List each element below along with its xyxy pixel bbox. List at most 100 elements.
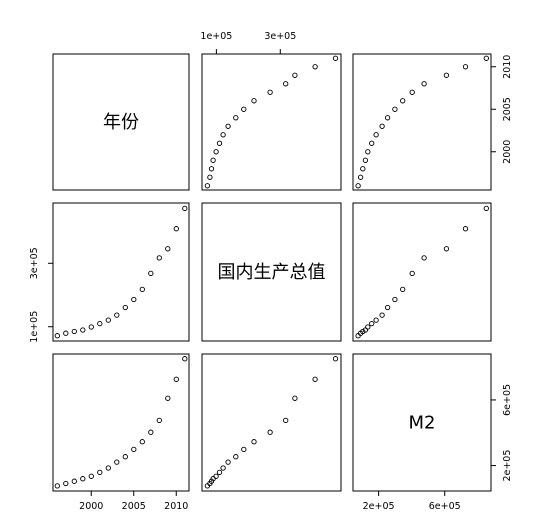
- axis-tick-label: 2e+05: [363, 501, 395, 512]
- data-point: [225, 123, 231, 129]
- data-point: [54, 333, 60, 339]
- data-point: [216, 140, 223, 146]
- data-point: [139, 439, 145, 445]
- axis-right-m2: 2e+05 6e+05: [491, 384, 513, 482]
- data-point: [443, 72, 450, 78]
- data-point: [283, 81, 289, 87]
- data-point: [182, 205, 188, 212]
- variable-label-year: 年份: [103, 112, 139, 133]
- panel-frame-r2-c2: [352, 353, 492, 492]
- data-point: [409, 270, 415, 277]
- axes: 1e+05 3e+05 2000 2005 2010 2e+05 6e+05 1e+05 3e+…: [29, 31, 513, 512]
- data-point: [379, 312, 385, 318]
- data-point: [241, 446, 247, 453]
- axis-tick-label: 2e+05: [502, 450, 513, 482]
- data-points: [54, 55, 489, 489]
- data-point: [71, 328, 77, 335]
- data-point: [156, 255, 162, 261]
- data-point: [182, 356, 188, 362]
- data-point: [63, 480, 69, 487]
- panel-frame-r1-c2: [352, 202, 492, 342]
- data-point: [409, 89, 415, 95]
- data-point: [373, 317, 379, 323]
- variable-label-gdp: 国内生产总值: [218, 262, 326, 283]
- data-point: [384, 115, 391, 121]
- data-point: [357, 174, 364, 180]
- data-point: [283, 417, 289, 424]
- data-point: [114, 459, 120, 465]
- scatter-panel-gdp-vs-year: [54, 205, 188, 339]
- panel-frame-r1-c1: [201, 202, 342, 342]
- scatter-panel-m2-vs-year: [54, 356, 188, 489]
- data-point: [251, 98, 257, 104]
- axis-tick-label: 6e+05: [429, 501, 461, 512]
- data-point: [483, 205, 489, 212]
- data-point: [241, 106, 247, 112]
- scatter-panel-year-vs-gdp: [204, 55, 339, 189]
- axis-tick-label: 1e+05: [200, 31, 232, 42]
- data-point: [267, 89, 273, 95]
- data-point: [462, 64, 469, 70]
- panel-frame-r2-c1: [201, 353, 342, 492]
- panel-frame-r0-c1: [201, 53, 342, 191]
- axis-tick-label: 3e+05: [264, 31, 296, 42]
- data-point: [392, 106, 398, 112]
- panel-frame-r2-c0: [52, 353, 190, 492]
- data-point: [251, 439, 257, 445]
- data-point: [88, 473, 94, 479]
- data-point: [88, 324, 94, 330]
- scatter-panel-m2-vs-gdp: [204, 356, 339, 489]
- data-point: [233, 454, 239, 460]
- scatter-panel-year-vs-m2: [355, 55, 489, 189]
- data-point: [131, 446, 137, 453]
- axis-tick-label: 3e+05: [29, 247, 40, 279]
- axis-tick-label: 2005: [502, 97, 513, 121]
- axis-tick-label: 2005: [122, 501, 146, 512]
- data-point: [80, 327, 86, 333]
- data-point: [131, 296, 137, 303]
- data-point: [210, 157, 216, 163]
- data-point: [213, 473, 219, 479]
- data-point: [208, 166, 215, 172]
- data-point: [220, 465, 226, 471]
- data-point: [462, 226, 469, 232]
- data-point: [355, 183, 361, 189]
- data-point: [63, 330, 69, 336]
- data-point: [173, 376, 179, 382]
- axis-tick-label: 2000: [79, 501, 103, 512]
- data-point: [220, 132, 226, 138]
- axis-tick-label: 1e+05: [29, 311, 40, 343]
- axis-top-gdp: 1e+05 3e+05: [200, 31, 296, 54]
- data-point: [400, 98, 406, 104]
- data-point: [373, 132, 379, 138]
- panel-frame-r0-c0: [52, 53, 190, 191]
- data-point: [365, 324, 371, 330]
- data-point: [97, 320, 103, 327]
- data-point: [213, 149, 219, 155]
- data-point: [384, 304, 391, 311]
- data-point: [292, 395, 298, 401]
- data-point: [122, 454, 128, 460]
- data-point: [312, 64, 318, 70]
- data-point: [204, 183, 211, 189]
- data-point: [173, 226, 179, 232]
- data-point: [105, 465, 111, 471]
- data-point: [207, 174, 213, 180]
- data-point: [122, 304, 128, 311]
- data-point: [165, 395, 171, 401]
- data-point: [483, 55, 489, 61]
- data-point: [369, 140, 375, 146]
- data-point: [362, 157, 369, 163]
- data-point: [225, 459, 231, 465]
- data-point: [80, 476, 86, 482]
- axis-bottom-m2: 2e+05 6e+05: [363, 491, 461, 512]
- data-point: [400, 286, 406, 293]
- data-point: [292, 72, 298, 78]
- axis-left-gdp: 1e+05 3e+05: [29, 247, 53, 343]
- axis-tick-label: 2000: [502, 140, 513, 164]
- data-point: [443, 246, 450, 252]
- data-point: [365, 149, 371, 155]
